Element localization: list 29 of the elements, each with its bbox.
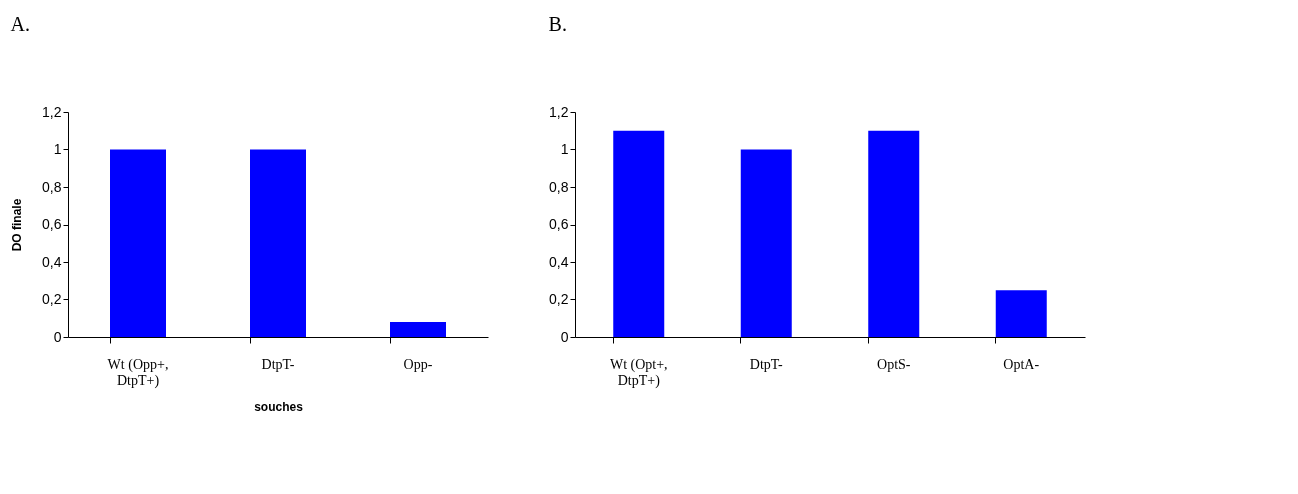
x-axis-title: souches — [254, 399, 304, 414]
x-tick-label: Opp- — [403, 356, 433, 372]
bar — [995, 290, 1047, 337]
y-tick-label: 0,2 — [42, 291, 62, 307]
bar — [868, 130, 920, 337]
y-tick-label: 0,4 — [549, 253, 569, 270]
x-tick-label: DtpT- — [749, 356, 784, 372]
bar — [613, 130, 665, 337]
chart-title: B. — [548, 13, 567, 35]
y-tick-label: 0 — [53, 328, 62, 345]
y-tick-label: 0,8 — [549, 178, 569, 195]
x-tick-label: Wt (Opt+, DtpT+) — [609, 356, 668, 389]
y-tick-label: 1,2 — [42, 103, 62, 120]
y-tick-label: 0,2 — [549, 291, 569, 307]
x-tick-label: DtpT- — [261, 356, 295, 372]
x-tick-label: Wt (Opp+, DtpT+) — [107, 356, 169, 389]
y-tick-label: 0,8 — [42, 178, 62, 195]
chart-title: A. — [10, 13, 30, 35]
y-tick-label: 0,6 — [549, 216, 569, 232]
bar — [740, 149, 792, 337]
y-tick-label: 0 — [560, 328, 569, 345]
y-axis-title: DO finale — [10, 198, 25, 252]
y-tick-label: 1 — [560, 141, 569, 157]
y-tick-label: 1 — [53, 141, 62, 157]
y-tick-label: 0,4 — [42, 253, 62, 270]
y-tick-label: 1,2 — [549, 103, 569, 120]
x-tick-label: OptS- — [877, 356, 911, 372]
x-tick-label: OptA- — [1003, 356, 1040, 372]
y-tick-label: 0,6 — [42, 216, 62, 232]
